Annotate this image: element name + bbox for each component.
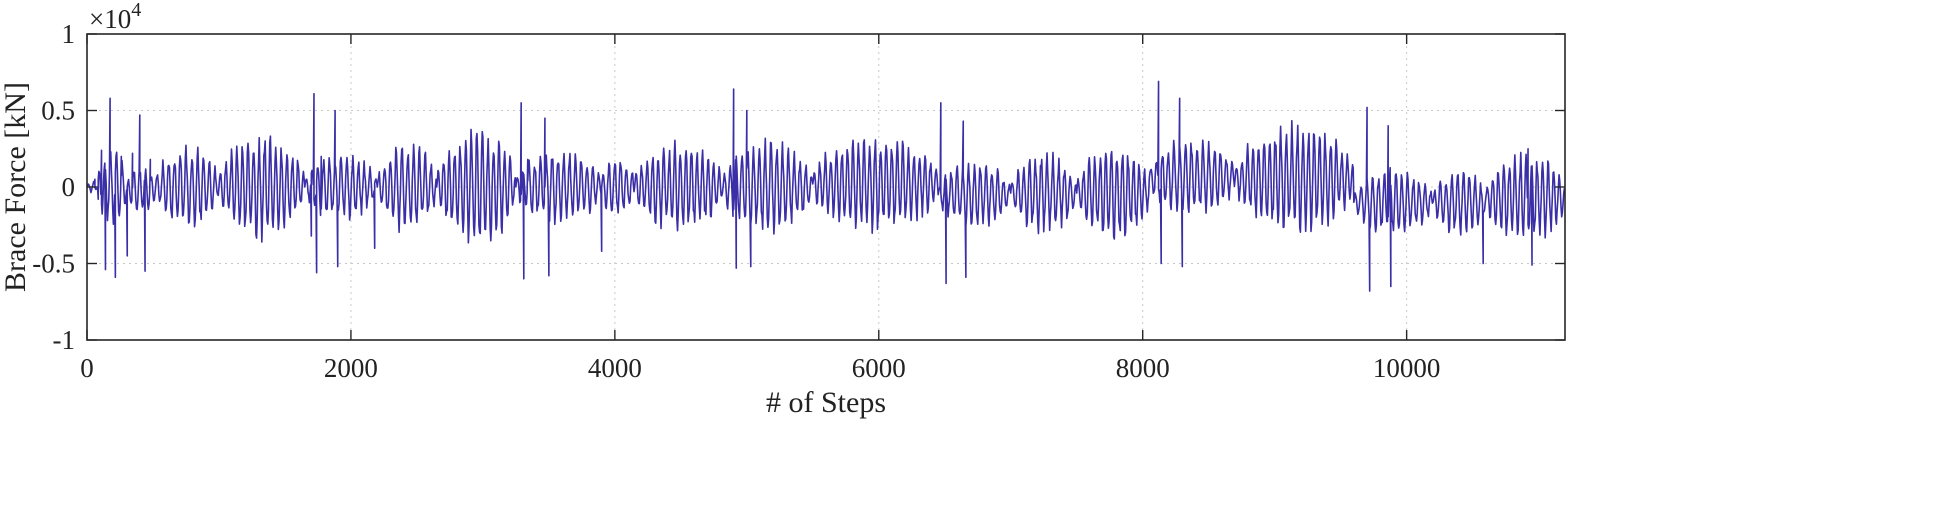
y-exponent-label: ×104: [89, 0, 141, 34]
x-tick-label: 0: [80, 353, 94, 383]
x-tick-label: 10000: [1373, 353, 1441, 383]
y-tick-label: 0: [62, 172, 76, 202]
y-exponent-base: ×10: [89, 4, 131, 34]
y-tick-label: 0.5: [41, 96, 75, 126]
brace-force-series-line: [87, 80, 1565, 292]
y-axis-title: Brace Force [kN]: [0, 82, 32, 292]
label-layer: 0 2000 4000 6000 8000 10000 1 0.5 0 -0.5 -1: [32, 19, 1440, 383]
x-tick-label: 4000: [588, 353, 642, 383]
y-exponent-power: 4: [131, 0, 141, 21]
x-tick-label: 2000: [324, 353, 378, 383]
tick-layer: [86, 33, 1565, 341]
x-tick-label: 6000: [852, 353, 906, 383]
x-axis-title: # of Steps: [766, 386, 886, 419]
y-tick-label: 1: [62, 19, 76, 49]
y-tick-label: -0.5: [32, 249, 75, 279]
line-layer: [87, 80, 1565, 292]
y-tick-label: -1: [53, 325, 76, 355]
x-tick-label: 8000: [1116, 353, 1170, 383]
